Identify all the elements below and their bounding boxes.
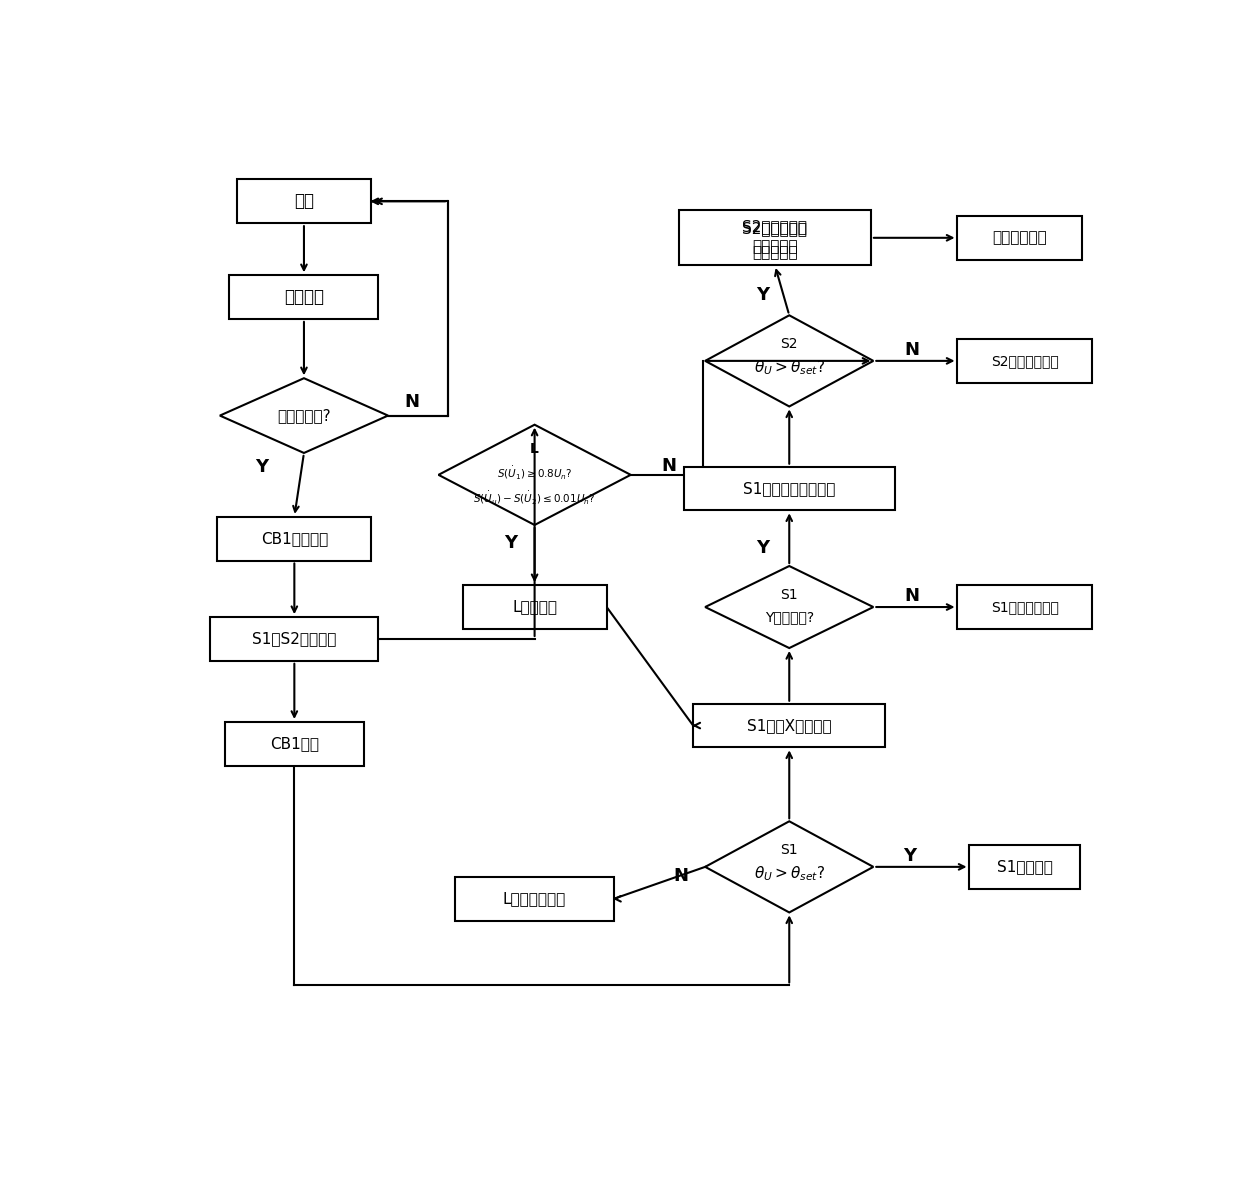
Text: N: N	[904, 341, 919, 359]
Polygon shape	[219, 378, 388, 453]
Text: 故障检测: 故障检测	[284, 288, 324, 307]
Text: S1闭锁合闸: S1闭锁合闸	[997, 860, 1053, 874]
Text: 并闭锁合闸: 并闭锁合闸	[751, 245, 797, 260]
Text: Y: Y	[756, 287, 769, 304]
Text: $\theta_U > \theta_{set}$?: $\theta_U > \theta_{set}$?	[754, 864, 825, 883]
Text: S1分闸，并闭锁合闸: S1分闸，并闭锁合闸	[743, 481, 836, 496]
Text: S2保持分闸，
并闭锁合闸: S2保持分闸， 并闭锁合闸	[743, 221, 807, 255]
Bar	[683, 466, 895, 510]
Bar	[678, 211, 870, 265]
Text: S1中止时限逻辑: S1中止时限逻辑	[991, 600, 1059, 614]
Text: S2中止时限逻辑: S2中止时限逻辑	[991, 354, 1059, 368]
Polygon shape	[439, 425, 631, 525]
Bar	[217, 516, 371, 560]
Text: S2保持分闸，: S2保持分闸，	[743, 219, 807, 234]
Text: L闭锁合闸: L闭锁合闸	[512, 599, 557, 614]
Polygon shape	[706, 315, 873, 406]
Text: CB1保护跳闸: CB1保护跳闸	[260, 532, 327, 546]
Bar	[224, 722, 365, 766]
Text: N: N	[404, 393, 419, 411]
Bar	[463, 585, 606, 629]
Text: $S(\dot{U}_1)\geq 0.8U_n$?: $S(\dot{U}_1)\geq 0.8U_n$?	[497, 464, 573, 481]
Polygon shape	[706, 822, 873, 913]
Text: S1得电X时限合闸: S1得电X时限合闸	[746, 718, 832, 733]
Text: Y: Y	[756, 539, 769, 556]
Bar	[229, 275, 378, 318]
Bar	[455, 877, 614, 921]
Text: L计时转供合闸: L计时转供合闸	[503, 892, 567, 906]
Text: S1: S1	[780, 843, 799, 856]
Bar	[211, 617, 378, 661]
Bar	[237, 180, 371, 224]
Text: S2: S2	[780, 336, 799, 350]
Text: S1: S1	[780, 587, 799, 601]
Bar	[957, 339, 1092, 382]
Text: N: N	[904, 587, 919, 605]
Text: Y时限失压?: Y时限失压?	[765, 610, 813, 624]
Text: N: N	[673, 867, 688, 884]
Text: $S(\dot{U}_u)-S(\dot{U}_2)\leq 0.01U_n$?: $S(\dot{U}_u)-S(\dot{U}_2)\leq 0.01U_n$?	[474, 489, 595, 506]
Bar	[957, 215, 1083, 259]
Text: L: L	[531, 442, 539, 456]
Polygon shape	[706, 566, 873, 648]
Text: Y: Y	[503, 534, 517, 552]
Bar	[957, 585, 1092, 629]
Text: Y: Y	[903, 847, 916, 866]
Bar	[693, 703, 885, 747]
Text: $\theta_U > \theta_{set}$?: $\theta_U > \theta_{set}$?	[754, 359, 825, 377]
Bar	[970, 845, 1080, 889]
Text: 本线路故障?: 本线路故障?	[278, 408, 331, 423]
Text: CB1重合: CB1重合	[270, 736, 319, 752]
Text: 故障区段隔离: 故障区段隔离	[992, 231, 1048, 245]
Text: S1、S2失压跳闸: S1、S2失压跳闸	[252, 631, 336, 646]
Text: Y: Y	[255, 458, 269, 476]
Text: N: N	[662, 457, 677, 475]
Text: 开始: 开始	[294, 192, 314, 211]
